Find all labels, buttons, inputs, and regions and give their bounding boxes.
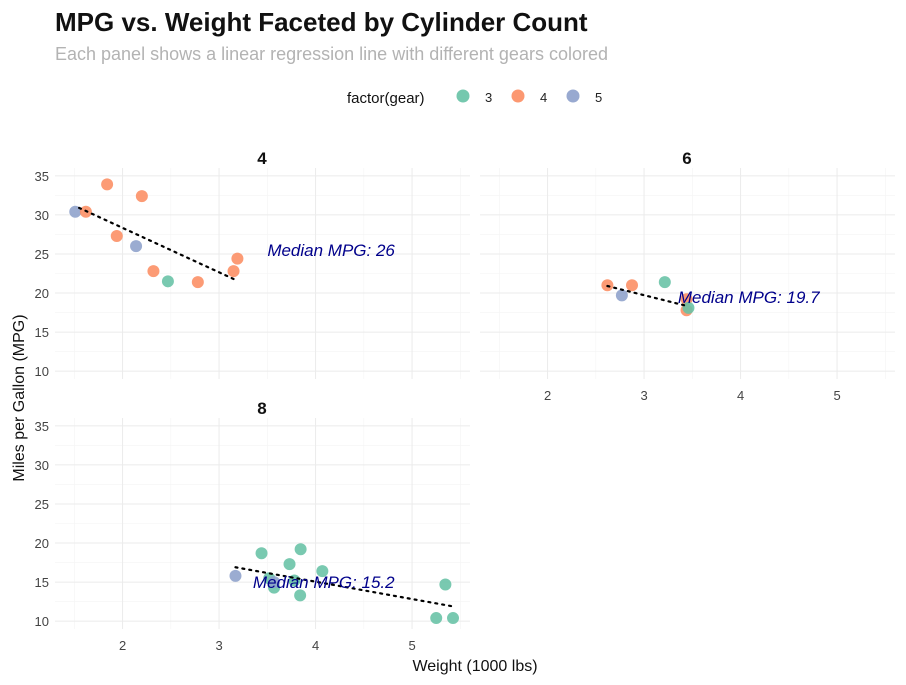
legend-label-gear-4: 4 — [540, 90, 547, 105]
legend-key-gear-5 — [566, 89, 580, 103]
x-tick-label: 4 — [737, 388, 744, 403]
panel-cyl-8: 8 10 15 20 25 30 35 2 3 4 5 Median MPG: 15.2 — [35, 399, 470, 653]
data-point-gear-3 — [439, 578, 452, 591]
data-point-gear-4 — [231, 252, 244, 265]
data-point-gear-5 — [69, 205, 82, 218]
regression-line — [78, 206, 235, 281]
x-tick-label: 3 — [215, 638, 222, 653]
data-point-gear-4 — [110, 229, 123, 242]
data-point-gear-3 — [316, 565, 329, 578]
regression-line — [234, 566, 454, 608]
y-tick-label: 25 — [35, 497, 49, 512]
y-tick-label: 30 — [35, 458, 49, 473]
median-mpg-annotation: Median MPG: 19.7 — [678, 288, 820, 307]
facet-strip-label: 6 — [682, 149, 691, 168]
x-tick-label: 2 — [119, 638, 126, 653]
legend-label-gear-3: 3 — [485, 90, 492, 105]
y-tick-label: 15 — [35, 325, 49, 340]
y-tick-label: 20 — [35, 536, 49, 551]
legend-label-gear-5: 5 — [595, 90, 602, 105]
data-point-gear-5 — [130, 240, 143, 253]
data-point-gear-3 — [294, 589, 307, 602]
x-axis-label: Weight (1000 lbs) — [412, 658, 537, 675]
data-point-gear-3 — [283, 558, 296, 571]
data-point-gear-3 — [255, 547, 268, 560]
y-tick-label: 10 — [35, 364, 49, 379]
y-tick-label: 20 — [35, 286, 49, 301]
data-point-gear-4 — [227, 265, 240, 278]
y-tick-label: 35 — [35, 419, 49, 434]
chart-title: MPG vs. Weight Faceted by Cylinder Count — [55, 7, 588, 37]
y-tick-label: 15 — [35, 575, 49, 590]
data-point-gear-3 — [161, 275, 174, 288]
panel-cyl-4: 4 10 15 20 25 30 35 Median MPG: 26 — [35, 149, 470, 379]
x-tick-label: 2 — [544, 388, 551, 403]
data-point-gear-4 — [191, 276, 204, 289]
x-tick-label: 3 — [640, 388, 647, 403]
data-point-gear-4 — [135, 190, 148, 203]
x-tick-label: 5 — [408, 638, 415, 653]
y-axis-label: Miles per Gallon (MPG) — [11, 314, 28, 481]
legend-title: factor(gear) — [347, 90, 425, 107]
data-point-gear-3 — [430, 612, 443, 625]
legend-key-gear-4 — [511, 89, 525, 103]
median-mpg-annotation: Median MPG: 26 — [267, 241, 395, 260]
x-tick-label: 5 — [833, 388, 840, 403]
facet-strip-label: 8 — [257, 399, 266, 418]
y-tick-label: 10 — [35, 614, 49, 629]
data-point-gear-5 — [268, 576, 281, 589]
panel-cyl-6: 6 2 3 4 5 Median MPG: 19.7 — [480, 149, 895, 403]
x-tick-label: 4 — [312, 638, 319, 653]
data-point-gear-3 — [682, 301, 695, 314]
data-point-gear-3 — [447, 612, 460, 625]
y-tick-label: 35 — [35, 169, 49, 184]
data-point-gear-4 — [626, 279, 639, 292]
median-mpg-annotation: Median MPG: 15.2 — [253, 573, 395, 592]
facet-strip-label: 4 — [257, 149, 267, 168]
y-tick-label: 30 — [35, 208, 49, 223]
data-point-gear-3 — [658, 276, 671, 289]
data-point-gear-3 — [294, 543, 307, 556]
data-point-gear-5 — [615, 289, 628, 302]
y-tick-label: 25 — [35, 247, 49, 262]
data-point-gear-5 — [229, 569, 242, 582]
chart-subtitle: Each panel shows a linear regression lin… — [55, 44, 608, 64]
data-point-gear-4 — [147, 265, 160, 278]
legend-key-gear-3 — [456, 89, 470, 103]
regression-line — [606, 284, 690, 308]
data-point-gear-4 — [101, 178, 114, 191]
legend: factor(gear) 3 4 5 — [347, 89, 602, 107]
